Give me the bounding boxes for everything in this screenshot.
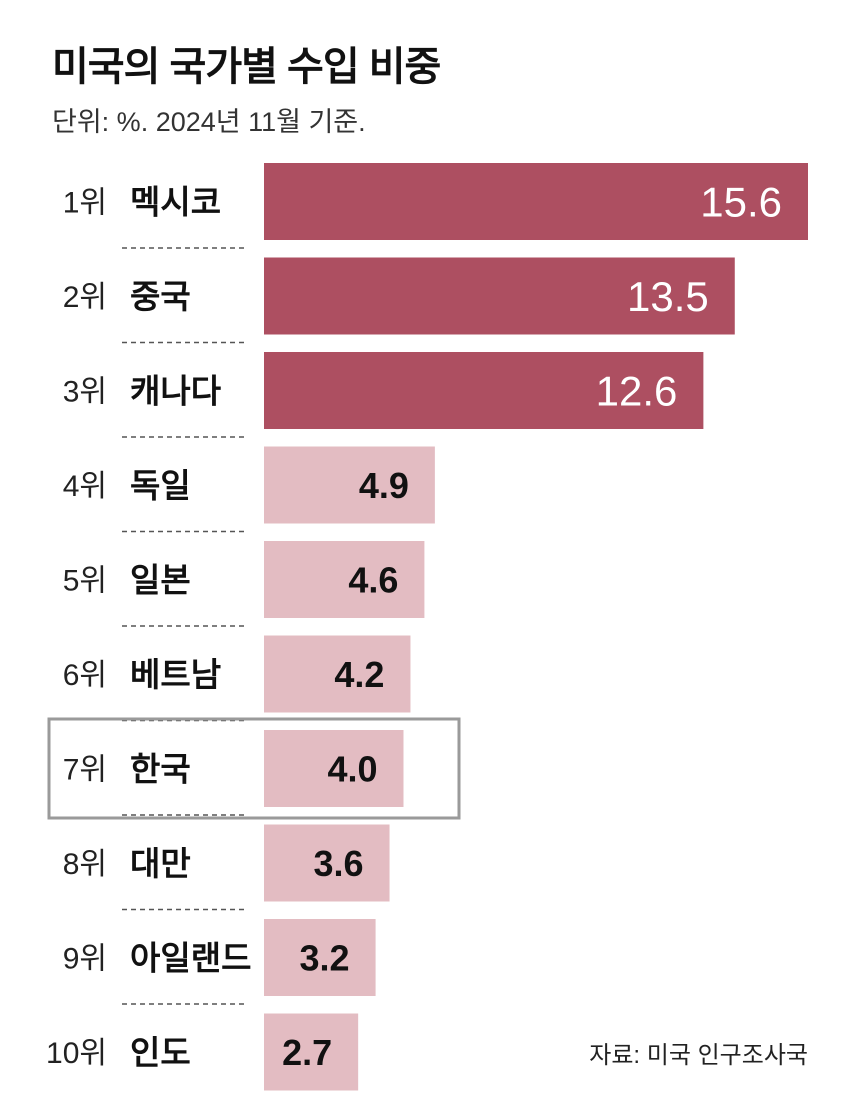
rank-label: 3위 bbox=[63, 376, 107, 409]
bar-2 bbox=[264, 257, 735, 335]
category-label: 아일랜드 bbox=[130, 940, 251, 977]
category-label: 일본 bbox=[130, 562, 191, 599]
category-label: 베트남 bbox=[130, 656, 221, 693]
category-label: 멕시코 bbox=[130, 184, 221, 221]
rank-label: 2위 bbox=[63, 281, 107, 314]
category-label: 한국 bbox=[130, 751, 191, 788]
chart-subtitle: 단위: %. 2024년 11월 기준. bbox=[52, 107, 366, 137]
data-label: 13.5 bbox=[627, 273, 709, 320]
rank-label: 10위 bbox=[46, 1037, 107, 1070]
data-label: 12.6 bbox=[596, 368, 678, 415]
rank-label: 6위 bbox=[63, 659, 107, 692]
bar-4 bbox=[264, 446, 435, 524]
source-note: 자료: 미국 인구조사국 bbox=[589, 1042, 808, 1069]
highlight-frame bbox=[47, 717, 461, 820]
rank-label: 9위 bbox=[63, 943, 107, 976]
rank-label: 8위 bbox=[63, 848, 107, 881]
bar-6 bbox=[264, 635, 411, 713]
category-label: 독일 bbox=[130, 467, 191, 504]
rank-label: 5위 bbox=[63, 565, 107, 598]
category-label: 인도 bbox=[130, 1034, 191, 1071]
bar-10 bbox=[264, 1013, 359, 1091]
rank-label: 7위 bbox=[63, 754, 107, 787]
data-label: 3.6 bbox=[313, 843, 363, 884]
bar-1 bbox=[264, 163, 808, 240]
bar-8 bbox=[264, 824, 390, 902]
category-label: 캐나다 bbox=[130, 373, 222, 410]
bar-5 bbox=[264, 541, 425, 618]
bar-9 bbox=[264, 919, 376, 996]
category-label: 중국 bbox=[130, 278, 191, 315]
data-label: 3.2 bbox=[300, 938, 350, 979]
data-label: 4.0 bbox=[327, 749, 377, 790]
data-label: 4.2 bbox=[334, 654, 384, 695]
data-label: 2.7 bbox=[282, 1032, 332, 1073]
rank-label: 1위 bbox=[63, 187, 107, 220]
data-label: 4.9 bbox=[359, 465, 409, 506]
bar-7 bbox=[264, 730, 404, 807]
data-label: 4.6 bbox=[348, 560, 398, 601]
category-label: 대만 bbox=[130, 845, 191, 882]
bar-3 bbox=[264, 352, 704, 429]
rank-label: 4위 bbox=[63, 470, 107, 503]
data-label: 15.6 bbox=[700, 179, 782, 226]
chart-title: 미국의 국가별 수입 비중 bbox=[52, 45, 441, 89]
